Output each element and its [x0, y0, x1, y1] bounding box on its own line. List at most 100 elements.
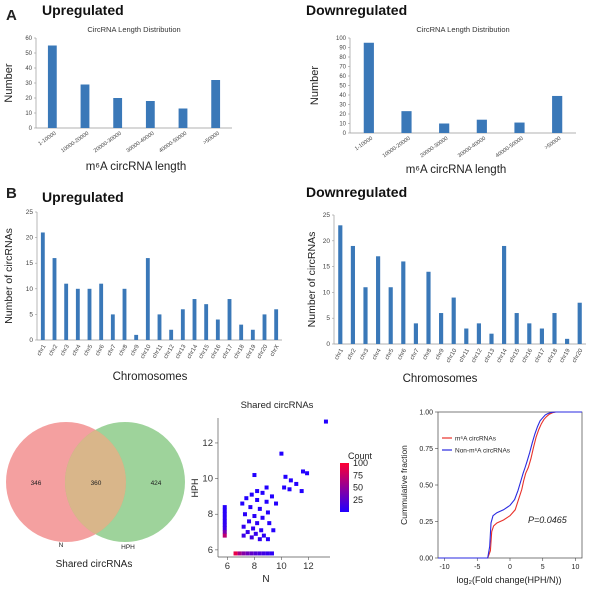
category-label: chr7 [410, 347, 421, 361]
venn-count-hph-only: 424 [151, 480, 162, 487]
y-tick-label: 50 [25, 51, 32, 57]
bar-chr1 [338, 225, 343, 344]
bar-chr9 [134, 334, 139, 340]
scatter-point [222, 508, 227, 513]
x-axis-title: Chromosomes [113, 371, 188, 383]
category-label: chr10 [446, 347, 459, 364]
y-tick-label: 20 [26, 235, 34, 242]
venn-title: Shared circRNAs [56, 559, 133, 570]
legend-tick-label: 50 [353, 483, 363, 493]
category-label: 20000-30000 [93, 131, 123, 155]
bar->50000 [211, 80, 221, 128]
category-label: chr1 [334, 347, 345, 361]
x-tick-label: -5 [474, 564, 480, 571]
scatter-point [248, 505, 253, 510]
category-label: 10000-20000 [60, 131, 90, 155]
category-label: chr5 [83, 343, 94, 357]
category-label: chr2 [347, 347, 358, 361]
category-label: chr5 [384, 347, 395, 361]
bar-chr2 [52, 258, 57, 340]
category-label: chr6 [397, 347, 408, 361]
y-tick-label: 20 [339, 112, 346, 118]
scatter-point [222, 530, 227, 535]
bar-chr15 [204, 304, 209, 340]
y-axis-title: Number of circRNAs [306, 232, 318, 328]
x-tick-label: -10 [439, 564, 449, 571]
bar-chr16 [527, 323, 532, 344]
category-label: >50000 [544, 136, 563, 152]
scatter-point [233, 551, 238, 556]
legend-tick-label: 25 [353, 495, 363, 505]
x-tick-label: 5 [541, 564, 545, 571]
category-label: chr13 [484, 347, 497, 364]
y-tick-label: 5 [29, 311, 33, 318]
bar-chr5 [388, 287, 393, 344]
y-tick-label: 90 [339, 46, 346, 52]
bar-chr10 [145, 258, 150, 340]
scatter-point [287, 487, 292, 492]
chart-b-down [332, 214, 586, 345]
y-tick-label: 0.75 [419, 446, 433, 453]
venn-count-n-only: 346 [31, 480, 42, 487]
scatter-point [255, 489, 260, 494]
y-tick-label: 10 [323, 289, 331, 296]
scatter-point [305, 471, 310, 476]
bar-chr13 [180, 309, 185, 340]
y-tick-label: 6 [208, 545, 213, 556]
category-label: chr17 [534, 347, 547, 364]
category-label: 10000-20000 [382, 136, 412, 160]
scatter-point [247, 519, 252, 524]
chart-b-up [35, 211, 282, 341]
scatter-point [265, 551, 270, 556]
category-label: chr20 [572, 347, 585, 364]
y-tick-label: 40 [339, 93, 346, 99]
y-tick-label: 40 [25, 66, 32, 72]
bar-chr2 [350, 245, 355, 344]
bar-chr5 [87, 288, 92, 340]
bar-1-10000 [47, 45, 57, 128]
y-tick-label: 25 [323, 212, 331, 219]
scatter-point [264, 499, 269, 504]
y-tick-label: 60 [339, 74, 346, 80]
bar-20000-30000 [439, 123, 450, 133]
bar-1-10000 [363, 42, 374, 133]
category-label: chr9 [130, 343, 141, 357]
scatter-point [252, 473, 257, 478]
bar->50000 [552, 95, 563, 133]
scatter-point [249, 551, 254, 556]
category-label: chr8 [118, 343, 129, 357]
y-tick-label: 0 [29, 337, 33, 344]
cdf-line-0 [438, 411, 582, 559]
y-tick-label: 15 [323, 264, 331, 271]
y-tick-label: 10 [339, 122, 346, 128]
bar-chr13 [489, 333, 494, 344]
scatter-point [267, 521, 272, 526]
scatter-point [249, 492, 254, 497]
scatter-plot [215, 418, 349, 560]
chart-title: CircRNA Length Distribution [416, 25, 509, 34]
chart-heading: Upregulated [42, 2, 124, 18]
bar-chr10 [451, 297, 456, 344]
y-tick-label: 12 [202, 438, 213, 449]
y-tick-label: 10 [26, 286, 34, 293]
y-axis-title: HPH [190, 478, 200, 497]
bar-chr11 [464, 328, 469, 344]
scatter-point [222, 515, 227, 520]
chart-a-down [348, 37, 576, 134]
cdf-plot [435, 411, 583, 561]
cdf-line-1 [438, 411, 582, 559]
y-axis-title: Cummulative fraction [399, 445, 409, 525]
bar-30000-40000 [145, 101, 155, 128]
x-tick-label: 6 [225, 561, 230, 572]
y-tick-label: 30 [339, 103, 346, 109]
bar-chr19 [250, 329, 255, 340]
category-label: chr3 [359, 347, 370, 361]
bar-chr17 [539, 328, 544, 344]
scatter-point [260, 515, 265, 520]
category-label: 1-10000 [38, 131, 58, 147]
x-axis-title: m⁶A circRNA length [86, 161, 187, 173]
scatter-point [245, 551, 250, 556]
bar-chr14 [502, 245, 507, 344]
bar-chr8 [122, 288, 127, 340]
